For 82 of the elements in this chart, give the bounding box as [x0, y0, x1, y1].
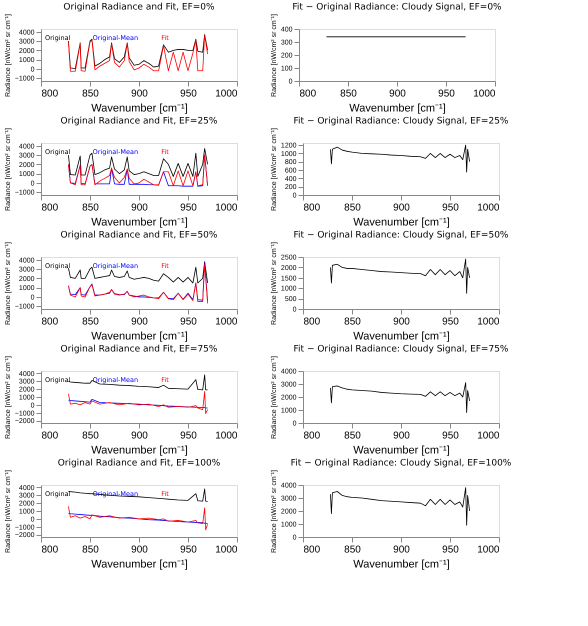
- x-tick-label: 1000: [215, 88, 238, 100]
- x-tick-label: 850: [340, 88, 358, 100]
- line-series: [68, 374, 208, 390]
- x-tick-label: 800: [304, 430, 321, 442]
- line-series: [68, 506, 208, 530]
- chart-title: Original Radiance and Fit, EF=25%: [60, 116, 218, 127]
- x-axis-title: Wavenumber [cm⁻¹]: [353, 558, 450, 570]
- x-tick-label: 850: [82, 202, 100, 214]
- x-tick-label: 800: [42, 430, 59, 442]
- chart-title: Original Radiance and Fit, EF=50%: [60, 230, 218, 241]
- x-tick-label: 950: [180, 88, 198, 100]
- x-axis-title: Wavenumber [cm⁻¹]: [91, 444, 188, 456]
- x-tick-label: 950: [180, 544, 198, 556]
- x-tick-label: 1000: [215, 202, 238, 214]
- x-tick-label: 950: [442, 202, 460, 214]
- x-tick-label: 900: [393, 544, 410, 556]
- x-tick-label: 900: [131, 202, 148, 214]
- line-series: [330, 258, 470, 294]
- x-axis-title: Wavenumber [cm⁻¹]: [91, 216, 188, 228]
- x-axis-title: Wavenumber [cm⁻¹]: [91, 330, 188, 342]
- x-tick-label: 800: [304, 316, 321, 328]
- x-tick-label: 1000: [215, 316, 238, 328]
- line-series: [68, 261, 208, 284]
- chart-title: Fit − Original Radiance: Cloudy Signal, EF=75%: [294, 344, 509, 355]
- x-tick-label: 850: [344, 544, 362, 556]
- x-tick-label: 900: [393, 430, 410, 442]
- x-tick-label: 850: [82, 430, 100, 442]
- x-tick-label: 850: [82, 88, 100, 100]
- x-tick-label: 850: [82, 316, 100, 328]
- x-tick-label: 850: [344, 202, 362, 214]
- x-tick-label: 900: [393, 316, 410, 328]
- x-axis-title: Wavenumber [cm⁻¹]: [353, 216, 450, 228]
- chart-title: Fit − Original Radiance: Cloudy Signal, EF=100%: [290, 458, 512, 469]
- x-tick-label: 850: [344, 316, 362, 328]
- x-tick-label: 850: [82, 544, 100, 556]
- x-tick-label: 800: [42, 202, 59, 214]
- x-axis-title: Wavenumber [cm⁻¹]: [91, 558, 188, 570]
- line-series: [330, 144, 470, 173]
- chart-title: Original Radiance and Fit, EF=100%: [58, 458, 221, 469]
- x-tick-label: 800: [42, 316, 59, 328]
- x-tick-label: 950: [438, 88, 456, 100]
- x-tick-label: 900: [131, 544, 148, 556]
- chart-title: Original Radiance and Fit, EF=0%: [63, 2, 216, 13]
- chart-title: Fit − Original Radiance: Cloudy Signal, EF=0%: [292, 2, 502, 13]
- chart-title: Fit − Original Radiance: Cloudy Signal, EF=50%: [294, 230, 509, 241]
- x-tick-label: 850: [344, 430, 362, 442]
- line-series: [68, 398, 208, 408]
- x-tick-label: 950: [442, 544, 460, 556]
- x-axis-title: Wavenumber [cm⁻¹]: [91, 102, 188, 114]
- x-axis-title: Wavenumber [cm⁻¹]: [353, 444, 450, 456]
- x-tick-label: 800: [304, 202, 321, 214]
- x-tick-label: 800: [300, 88, 317, 100]
- x-tick-label: 900: [131, 316, 148, 328]
- x-tick-label: 1000: [473, 88, 496, 100]
- line-series: [330, 382, 470, 413]
- line-series: [330, 487, 470, 526]
- chart-title: Fit − Original Radiance: Cloudy Signal, EF=25%: [294, 116, 509, 127]
- x-tick-label: 900: [393, 202, 410, 214]
- x-tick-label: 800: [42, 544, 59, 556]
- line-series: [68, 391, 208, 414]
- x-tick-label: 950: [442, 316, 460, 328]
- x-tick-label: 1000: [477, 202, 500, 214]
- x-tick-label: 900: [389, 88, 406, 100]
- line-series: [68, 488, 208, 502]
- line-series: [68, 148, 208, 177]
- x-tick-label: 1000: [477, 430, 500, 442]
- x-tick-label: 1000: [477, 544, 500, 556]
- x-axis-title: Wavenumber [cm⁻¹]: [349, 102, 446, 114]
- x-tick-label: 1000: [215, 544, 238, 556]
- x-tick-label: 1000: [215, 430, 238, 442]
- line-series: [68, 512, 208, 524]
- x-tick-label: 900: [131, 88, 148, 100]
- x-tick-label: 800: [304, 544, 321, 556]
- x-tick-label: 900: [131, 430, 148, 442]
- x-tick-label: 800: [42, 88, 59, 100]
- x-tick-label: 950: [180, 430, 198, 442]
- x-tick-label: 1000: [477, 316, 500, 328]
- x-axis-title: Wavenumber [cm⁻¹]: [353, 330, 450, 342]
- x-tick-label: 950: [180, 202, 198, 214]
- x-tick-label: 950: [442, 430, 460, 442]
- x-tick-label: 950: [180, 316, 198, 328]
- chart-title: Original Radiance and Fit, EF=75%: [60, 344, 218, 355]
